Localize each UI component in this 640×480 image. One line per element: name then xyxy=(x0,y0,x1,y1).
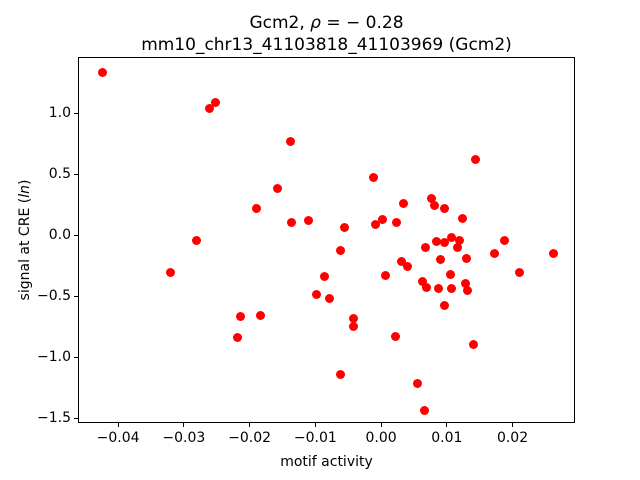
data-point xyxy=(417,276,427,286)
data-point xyxy=(312,290,322,300)
title-rho-value: = − 0.28 xyxy=(320,13,404,33)
data-point xyxy=(436,255,446,265)
title-gene-prefix: Gcm2, xyxy=(249,13,311,33)
data-point xyxy=(446,233,456,243)
data-point xyxy=(303,215,313,225)
data-point xyxy=(286,218,296,228)
data-point xyxy=(433,284,443,294)
data-point xyxy=(440,301,450,311)
data-point xyxy=(396,257,406,267)
data-point xyxy=(98,68,108,78)
data-point xyxy=(430,201,440,211)
data-point xyxy=(381,270,391,280)
y-tick-mark xyxy=(74,295,78,297)
data-point xyxy=(462,285,472,295)
data-point xyxy=(440,237,450,247)
x-tick-mark xyxy=(183,423,185,427)
data-point xyxy=(420,242,430,252)
data-point xyxy=(272,184,282,194)
data-point xyxy=(460,279,470,289)
data-point xyxy=(402,262,412,272)
y-tick-label: 0.5 xyxy=(48,166,71,183)
y-tick-mark xyxy=(74,234,78,236)
y-tick-mark xyxy=(74,417,78,419)
y-tick-label: 0.0 xyxy=(48,227,71,244)
x-tick-mark xyxy=(512,423,514,427)
data-point xyxy=(413,379,423,389)
data-point xyxy=(500,235,510,245)
y-tick-label: −0.5 xyxy=(37,288,71,305)
data-point xyxy=(210,97,220,107)
y-tick-mark xyxy=(74,173,78,175)
data-point xyxy=(426,194,436,204)
data-point xyxy=(431,236,441,246)
y-tick-label: −1.5 xyxy=(37,410,71,427)
chart-title-line1: Gcm2, ρ = − 0.28 xyxy=(78,12,575,34)
data-point xyxy=(470,154,480,164)
data-point xyxy=(324,294,334,304)
x-tick-label: −0.02 xyxy=(228,430,272,446)
data-point xyxy=(469,340,479,350)
data-point xyxy=(339,223,349,233)
data-point xyxy=(285,136,295,146)
x-tick-label: 0.00 xyxy=(365,430,397,446)
data-point xyxy=(458,213,468,223)
chart-title-line2: mm10_chr13_41103818_41103969 (Gcm2) xyxy=(141,35,512,55)
data-point xyxy=(452,242,462,252)
data-point xyxy=(489,248,499,258)
data-point xyxy=(446,284,456,294)
x-tick-mark xyxy=(249,423,251,427)
data-point xyxy=(348,322,358,332)
data-point xyxy=(392,218,402,228)
data-point xyxy=(514,268,524,278)
data-point xyxy=(336,369,346,379)
data-point xyxy=(204,103,214,113)
data-point xyxy=(369,173,379,183)
data-point xyxy=(232,333,242,343)
x-tick-mark xyxy=(446,423,448,427)
data-point xyxy=(445,269,455,279)
data-point xyxy=(165,268,175,278)
data-point xyxy=(462,253,472,263)
data-point xyxy=(251,203,261,213)
data-point xyxy=(320,272,330,282)
x-tick-label: −0.01 xyxy=(293,430,337,446)
chart-title: Gcm2, ρ = − 0.28 mm10_chr13_41103818_411… xyxy=(78,12,575,56)
data-point xyxy=(454,235,464,245)
data-point xyxy=(348,313,358,323)
x-tick-label: 0.01 xyxy=(431,430,463,446)
data-point xyxy=(191,235,201,245)
data-point xyxy=(255,311,265,321)
x-tick-mark xyxy=(314,423,316,427)
x-tick-label: 0.02 xyxy=(496,430,529,446)
data-point xyxy=(398,198,408,208)
data-point xyxy=(421,283,431,293)
x-tick-mark xyxy=(117,423,119,427)
y-tick-label: −1.0 xyxy=(37,349,71,366)
x-axis-label: motif activity xyxy=(280,454,373,470)
y-tick-mark xyxy=(74,356,78,358)
data-point xyxy=(548,248,558,258)
x-tick-mark xyxy=(380,423,382,427)
data-point xyxy=(335,246,345,256)
data-point xyxy=(235,312,245,322)
plot-area xyxy=(78,57,575,423)
title-rho-symbol: ρ xyxy=(310,13,321,33)
data-point xyxy=(391,331,401,341)
x-tick-label: −0.04 xyxy=(96,430,140,446)
data-point xyxy=(419,406,429,416)
data-point xyxy=(370,219,380,229)
y-tick-label: 1.0 xyxy=(48,105,71,122)
data-point xyxy=(377,214,387,224)
x-tick-label: −0.03 xyxy=(162,430,206,446)
data-point xyxy=(440,203,450,213)
y-tick-mark xyxy=(74,112,78,114)
